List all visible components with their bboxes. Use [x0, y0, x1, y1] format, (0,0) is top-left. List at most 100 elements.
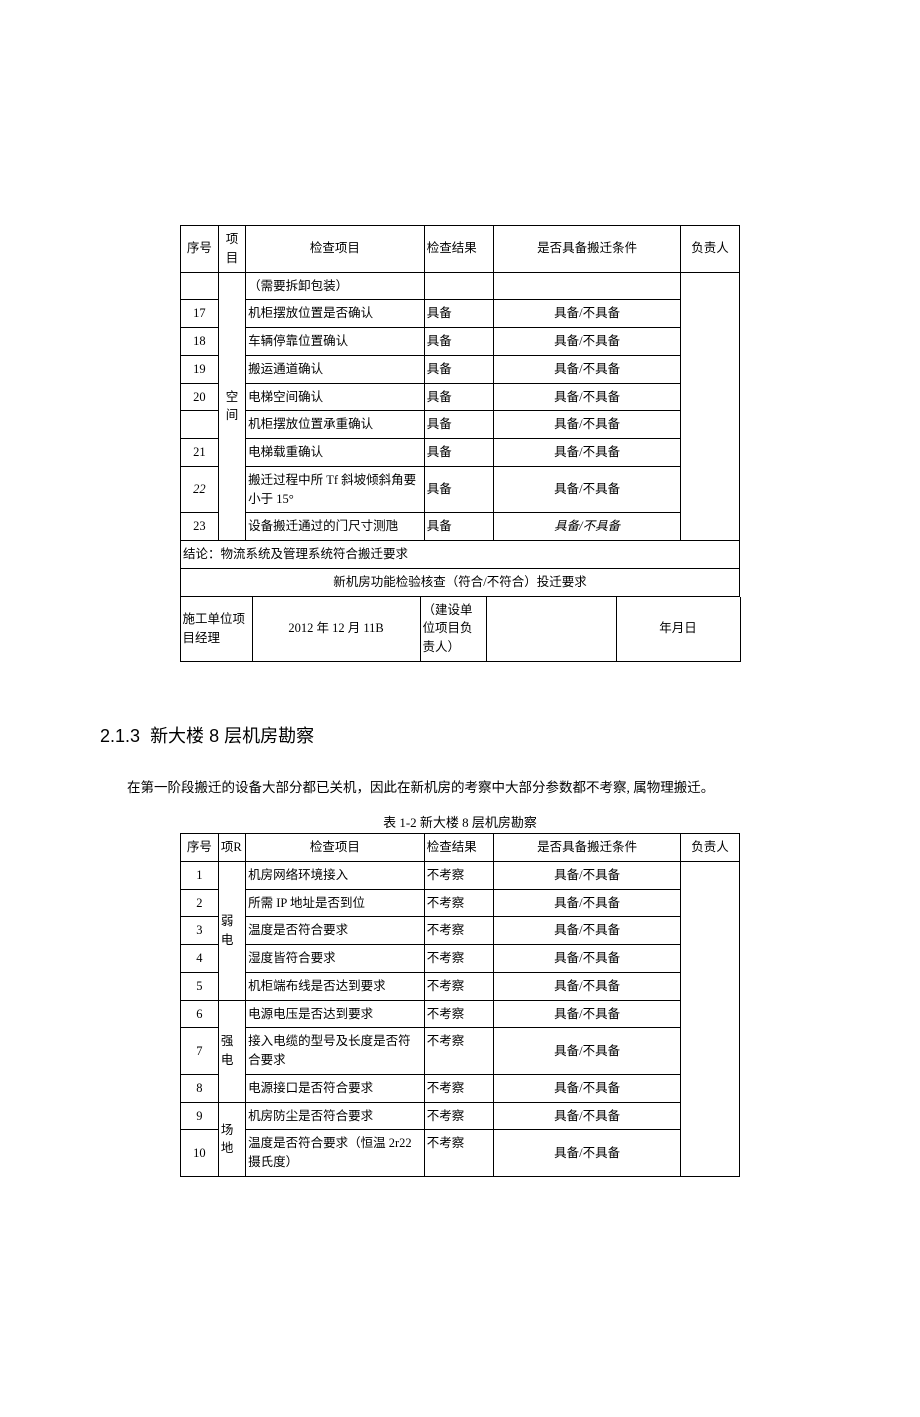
cell-item: 湿度皆符合要求	[246, 945, 425, 973]
cell-result: 不考察	[424, 861, 493, 889]
cell-seq: 23	[181, 513, 219, 541]
section-title: 新大楼 8 层机房勘察	[150, 726, 314, 746]
table-row: 23 设备搬迁通过的门尺寸测虺 具备 具备/不具备	[181, 513, 740, 541]
cell-cond: 具备/不具备	[494, 1074, 681, 1102]
cell-item: 电源接口是否符合要求	[246, 1074, 425, 1102]
cell-item: 温度是否符合要求	[246, 917, 425, 945]
cell-responsible	[681, 861, 740, 1176]
cell-cond: 具备/不具备	[494, 1130, 681, 1177]
cell-seq	[181, 411, 219, 439]
table-row: 20 电梯空间确认 具备 具备/不具备	[181, 383, 740, 411]
table-row: 10 温度是否符合要求（恒温 2r22 摄氏度） 不考察 具备/不具备	[181, 1130, 740, 1177]
table-row: 4 湿度皆符合要求 不考察 具备/不具备	[181, 945, 740, 973]
cell-cond: 具备/不具备	[494, 972, 681, 1000]
footer-mid-label: （建设单位项目负责人）	[420, 597, 486, 662]
table-row: 7 接入电缆的型号及长度是否符合要求 不考察 具备/不具备	[181, 1028, 740, 1075]
col-resp: 负责人	[681, 226, 740, 273]
cell-seq: 8	[181, 1074, 219, 1102]
table-row: 机柜摆放位置承重确认 具备 具备/不具备	[181, 411, 740, 439]
cell-result: 不考察	[424, 972, 493, 1000]
footer-blank	[486, 597, 616, 662]
section-number: 2.1.3	[100, 726, 140, 746]
cell-result: 不考察	[424, 1000, 493, 1028]
cell-result: 具备	[424, 300, 493, 328]
cell-result: 具备	[424, 439, 493, 467]
cell-cond: 具备/不具备	[494, 439, 681, 467]
cell-cond: 具备/不具备	[494, 383, 681, 411]
conclusion-text: 结论：物流系统及管理系统符合搬迁要求	[181, 541, 740, 569]
cell-result: 具备	[424, 355, 493, 383]
footer-right-date: 年月日	[616, 597, 740, 662]
col-cat: 项R	[218, 834, 245, 862]
cell-seq: 5	[181, 972, 219, 1000]
cell-result: 具备	[424, 328, 493, 356]
table-1-subheader: 新机房功能检验核查（符合/不符合）投迁要求	[181, 568, 740, 596]
cell-item: 搬迁过程中所 Tf 斜坡倾斜角要小于 15°	[246, 466, 425, 513]
cell-seq: 19	[181, 355, 219, 383]
cell-seq: 22	[181, 466, 219, 513]
footer-row: 施工单位项目经理 2012 年 12 月 11B （建设单位项目负责人） 年月日	[180, 597, 740, 662]
cell-item: 接入电缆的型号及长度是否符合要求	[246, 1028, 425, 1075]
cell-cond: 具备/不具备	[494, 328, 681, 356]
cell-result: 不考察	[424, 945, 493, 973]
table-row: 9 场地 机房防尘是否符合要求 不考察 具备/不具备	[181, 1102, 740, 1130]
table-1-conclusion: 结论：物流系统及管理系统符合搬迁要求	[181, 541, 740, 569]
section-heading: 2.1.3 新大楼 8 层机房勘察	[100, 722, 820, 748]
subheader-text: 新机房功能检验核查（符合/不符合）投迁要求	[181, 568, 740, 596]
col-seq: 序号	[181, 834, 219, 862]
col-cond: 是否具备搬迁条件	[494, 834, 681, 862]
cell-seq: 4	[181, 945, 219, 973]
page: 序号 项目 检查项目 检查结果 是否具备搬迁条件 负责人 空间 （需要拆卸包装）…	[0, 0, 920, 1417]
table-row: 1 弱电 机房网络环境接入 不考察 具备/不具备	[181, 861, 740, 889]
col-item: 检查项目	[246, 834, 425, 862]
cell-item: 设备搬迁通过的门尺寸测虺	[246, 513, 425, 541]
cell-item: 机柜摆放位置是否确认	[246, 300, 425, 328]
table-1: 序号 项目 检查项目 检查结果 是否具备搬迁条件 负责人 空间 （需要拆卸包装）…	[180, 225, 740, 597]
cell-result: 具备	[424, 513, 493, 541]
table-row: 22 搬迁过程中所 Tf 斜坡倾斜角要小于 15° 具备 具备/不具备	[181, 466, 740, 513]
cell-item: 电源电压是否达到要求	[246, 1000, 425, 1028]
col-item: 检查项目	[246, 226, 425, 273]
cell-result: 不考察	[424, 1130, 493, 1177]
cell-responsible	[681, 272, 740, 541]
cell-cond: 具备/不具备	[494, 889, 681, 917]
col-cat: 项目	[218, 226, 245, 273]
cell-item: 电梯载重确认	[246, 439, 425, 467]
cell-seq: 3	[181, 917, 219, 945]
cell-seq: 20	[181, 383, 219, 411]
cell-seq: 9	[181, 1102, 219, 1130]
cell-seq: 6	[181, 1000, 219, 1028]
cell-cond: 具备/不具备	[494, 513, 681, 541]
cell-item: 机柜端布线是否达到要求	[246, 972, 425, 1000]
cell-item: 搬运通道确认	[246, 355, 425, 383]
cell-result	[424, 272, 493, 300]
cell-result: 具备	[424, 411, 493, 439]
cell-result: 不考察	[424, 1102, 493, 1130]
footer-left-label: 施工单位项目经理	[180, 597, 252, 662]
cell-cond: 具备/不具备	[494, 300, 681, 328]
cell-item: 机柜摆放位置承重确认	[246, 411, 425, 439]
cell-result: 不考察	[424, 889, 493, 917]
cell-category: 空间	[218, 272, 245, 541]
table-row: 空间 （需要拆卸包装）	[181, 272, 740, 300]
cell-cond: 具备/不具备	[494, 1000, 681, 1028]
col-cond: 是否具备搬迁条件	[494, 226, 681, 273]
cell-category: 弱电	[218, 861, 245, 1000]
cell-seq: 17	[181, 300, 219, 328]
col-res: 检查结果	[424, 834, 493, 862]
cell-category: 场地	[218, 1102, 245, 1176]
table-row: 8 电源接口是否符合要求 不考察 具备/不具备	[181, 1074, 740, 1102]
cell-seq: 2	[181, 889, 219, 917]
cell-cond: 具备/不具备	[494, 355, 681, 383]
cell-result: 具备	[424, 466, 493, 513]
cell-cond: 具备/不具备	[494, 861, 681, 889]
table-row: 18 车辆停靠位置确认 具备 具备/不具备	[181, 328, 740, 356]
cell-result: 不考察	[424, 1074, 493, 1102]
col-seq: 序号	[181, 226, 219, 273]
cell-cond: 具备/不具备	[494, 917, 681, 945]
table-row: 2 所需 IP 地址是否到位 不考察 具备/不具备	[181, 889, 740, 917]
footer-left-date: 2012 年 12 月 11B	[252, 597, 420, 662]
cell-item: 机房防尘是否符合要求	[246, 1102, 425, 1130]
col-res: 检查结果	[424, 226, 493, 273]
cell-category: 强电	[218, 1000, 245, 1102]
